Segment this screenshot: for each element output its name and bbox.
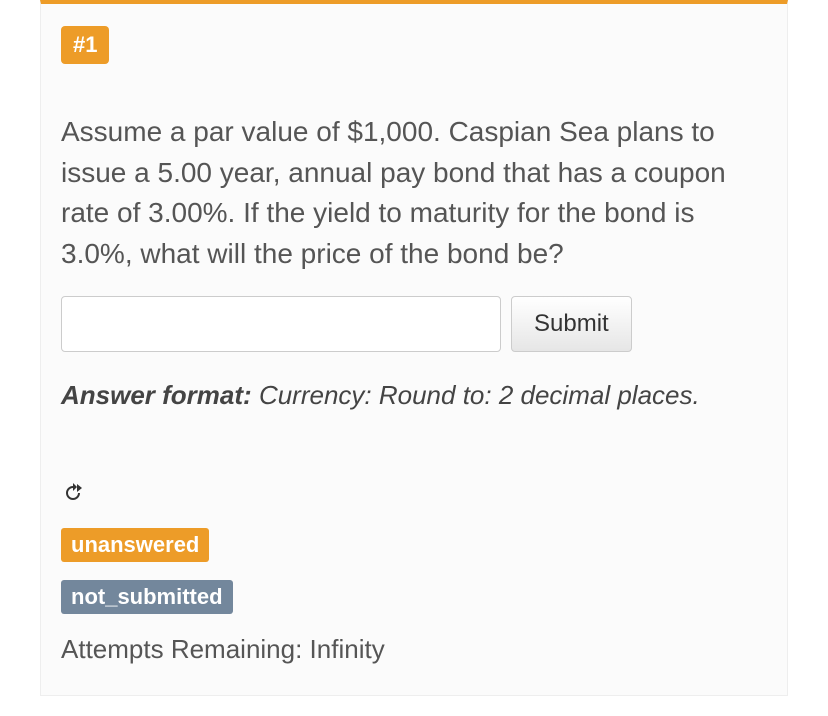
answer-input[interactable]	[61, 296, 501, 352]
attempts-remaining: Attempts Remaining: Infinity	[61, 634, 767, 665]
answer-format-value: Currency: Round to: 2 decimal places.	[259, 380, 700, 410]
status-badge-unanswered: unanswered	[61, 528, 209, 562]
answer-format-label: Answer format:	[61, 380, 252, 410]
status-badge-not-submitted: not_submitted	[61, 580, 233, 614]
page-container: #1 Assume a par value of $1,000. Caspian…	[0, 0, 828, 716]
question-text: Assume a par value of $1,000. Caspian Se…	[61, 112, 767, 274]
question-card: #1 Assume a par value of $1,000. Caspian…	[40, 0, 788, 696]
reload-icon[interactable]	[61, 481, 85, 510]
submit-button[interactable]: Submit	[511, 296, 632, 352]
question-number-badge: #1	[61, 26, 109, 64]
answer-format-line: Answer format: Currency: Round to: 2 dec…	[61, 380, 767, 411]
answer-row: Submit	[61, 296, 767, 352]
